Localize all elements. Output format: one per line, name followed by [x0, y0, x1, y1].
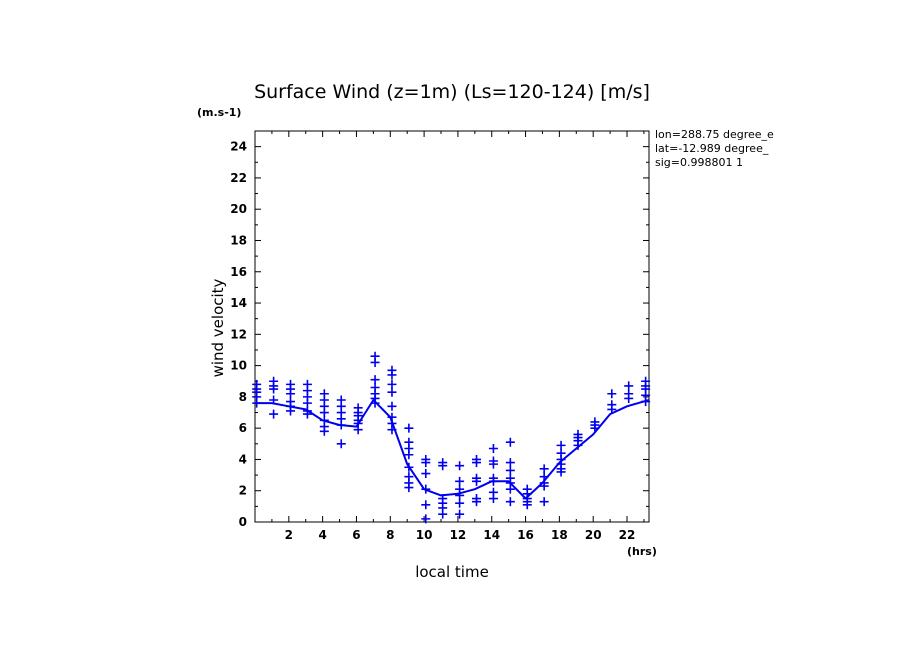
data-point-plus: [404, 462, 414, 472]
data-point-plus: [556, 440, 566, 450]
data-point-plus: [438, 509, 448, 519]
data-point-plus: [286, 389, 296, 399]
data-point-plus: [607, 389, 617, 399]
y-tick-label: 12: [230, 327, 247, 341]
data-point-plus: [455, 498, 465, 508]
data-point-plus: [455, 509, 465, 519]
data-point-plus: [455, 461, 465, 471]
data-point-plus: [624, 381, 634, 391]
data-point-plus: [421, 458, 431, 468]
data-point-plus: [421, 514, 431, 524]
data-point-plus: [302, 398, 312, 408]
data-point-plus: [387, 387, 397, 397]
x-tick-label: 14: [483, 528, 500, 542]
data-point-plus: [286, 406, 296, 416]
y-tick-label: 0: [239, 515, 247, 529]
mean-wind-line: [255, 399, 650, 500]
data-point-plus: [505, 437, 515, 447]
info-line-lat: lat=-12.989 degree_: [655, 142, 769, 155]
data-point-plus: [455, 490, 465, 500]
data-point-plus: [319, 426, 329, 436]
x-unit-label: (hrs): [627, 545, 657, 558]
y-tick-label: 24: [230, 140, 247, 154]
data-point-plus: [353, 425, 363, 435]
data-point-plus: [252, 398, 262, 408]
y-tick-label: 20: [230, 202, 247, 216]
data-point-plus: [269, 409, 279, 419]
data-point-plus: [387, 379, 397, 389]
data-point-plus: [539, 481, 549, 491]
y-axis-title: wind velocity: [209, 278, 227, 377]
data-point-plus: [472, 458, 482, 468]
data-point-plus: [302, 409, 312, 419]
data-point-plus: [421, 484, 431, 494]
data-point-plus: [539, 464, 549, 474]
data-point-plus: [404, 423, 414, 433]
x-tick-label: 16: [517, 528, 534, 542]
data-point-plus: [472, 497, 482, 507]
y-tick-label: 16: [230, 265, 247, 279]
x-tick-label: 22: [619, 528, 636, 542]
x-tick-label: 2: [285, 528, 293, 542]
info-line-sig: sig=0.998801 1: [655, 156, 743, 169]
data-point-plus: [387, 425, 397, 435]
data-point-plus: [438, 461, 448, 471]
data-point-plus: [370, 398, 380, 408]
x-tick-label: 20: [585, 528, 602, 542]
data-point-plus: [319, 408, 329, 418]
y-tick-label: 8: [239, 390, 247, 404]
data-point-plus: [624, 393, 634, 403]
data-point-plus: [455, 476, 465, 486]
data-point-plus: [505, 484, 515, 494]
data-point-plus: [590, 423, 600, 433]
chart-title: Surface Wind (z=1m) (Ls=120-124) [m/s]: [254, 81, 650, 103]
data-point-plus: [556, 467, 566, 477]
data-point-plus: [387, 401, 397, 411]
data-point-plus: [404, 450, 414, 460]
data-point-plus: [505, 465, 515, 475]
data-point-plus: [370, 357, 380, 367]
x-axis-title: local time: [415, 563, 489, 581]
data-point-plus: [387, 370, 397, 380]
y-tick-label: 14: [230, 296, 247, 310]
x-tick-label: 4: [318, 528, 326, 542]
data-point-plus: [522, 500, 532, 510]
y-unit-label: (m.s-1): [197, 106, 241, 119]
data-point-plus: [505, 497, 515, 507]
x-tick-label: 18: [551, 528, 568, 542]
plot-frame: [254, 130, 650, 523]
data-point-plus: [269, 384, 279, 394]
data-point-plus: [607, 404, 617, 414]
data-point-plus: [488, 494, 498, 504]
x-tick-label: 8: [386, 528, 394, 542]
data-point-plus: [505, 458, 515, 468]
data-point-plus: [336, 420, 346, 430]
x-tick-label: 12: [450, 528, 467, 542]
data-point-plus: [404, 483, 414, 493]
y-tick-label: 10: [230, 359, 247, 373]
x-tick-label: 10: [416, 528, 433, 542]
data-point-plus: [488, 459, 498, 469]
info-line-lon: lon=288.75 degree_e: [655, 128, 774, 141]
y-tick-label: 4: [239, 452, 247, 466]
data-point-plus: [472, 476, 482, 486]
data-point-plus: [573, 440, 583, 450]
data-point-plus: [539, 497, 549, 507]
data-point-plus: [370, 375, 380, 385]
data-point-plus: [421, 469, 431, 479]
y-tick-label: 6: [239, 421, 247, 435]
data-point-plus: [641, 397, 651, 407]
y-tick-label: 2: [239, 484, 247, 498]
y-tick-label: 22: [230, 171, 247, 185]
data-point-plus: [488, 443, 498, 453]
y-tick-label: 18: [230, 233, 247, 247]
data-point-plus: [421, 500, 431, 510]
data-point-plus: [336, 439, 346, 449]
data-point-plus: [488, 476, 498, 486]
data-point-plus: [269, 395, 279, 405]
x-tick-label: 6: [352, 528, 360, 542]
